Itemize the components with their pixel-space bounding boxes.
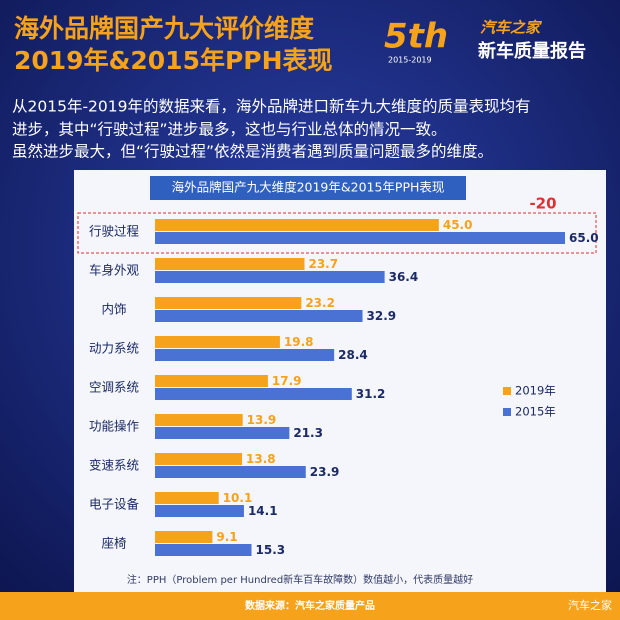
value-label: 28.4 — [338, 348, 368, 362]
value-label: 23.7 — [308, 257, 338, 271]
bar — [155, 466, 306, 478]
value-label: 15.3 — [256, 543, 286, 557]
value-label: 13.9 — [247, 413, 277, 427]
value-label: 23.9 — [310, 465, 340, 479]
title-line: 2019年&2015年PPH表现 — [14, 46, 333, 75]
bar — [155, 336, 280, 348]
bar — [155, 505, 244, 517]
category-label: 内饰 — [101, 302, 126, 317]
chart-title: 海外品牌国产九大维度2019年&2015年PPH表现 — [172, 180, 445, 195]
logo-years: 2015-2019 — [388, 56, 432, 65]
paragraph-line: 虽然进步最大，但“行驶过程”依然是消费者遇到质量问题最多的维度。 — [12, 143, 493, 161]
title-line: 海外品牌国产九大评价维度 — [14, 14, 314, 43]
legend-label: 2019年 — [515, 384, 556, 398]
value-label: 31.2 — [356, 387, 386, 401]
category-label: 功能操作 — [89, 419, 140, 434]
category-label: 电子设备 — [89, 497, 140, 512]
source: 数据来源：汽车之家质量产品 — [245, 599, 375, 612]
bar — [155, 271, 385, 283]
category-label: 行驶过程 — [89, 224, 140, 239]
category-label: 动力系统 — [89, 341, 139, 356]
value-label: 45.0 — [443, 218, 473, 232]
chart-title-box — [150, 176, 466, 200]
bar — [155, 349, 335, 361]
category-label: 车身外观 — [89, 263, 140, 278]
paragraph-line: 进步，其中“行驶过程”进步最多，这也与行业总体的情况一致。 — [12, 121, 447, 139]
value-label: 19.8 — [284, 335, 314, 349]
category-label: 变速系统 — [89, 458, 139, 473]
bar — [155, 232, 565, 244]
legend-swatch — [503, 387, 511, 395]
value-label: 10.1 — [223, 491, 253, 505]
report-name: 新车质量报告 — [478, 40, 586, 62]
annotation: -20 — [529, 195, 556, 213]
value-label: 17.9 — [272, 374, 302, 388]
paragraph-line: 从2015年-2019年的数据来看，海外品牌进口新车九大维度的质量表现均有 — [12, 98, 531, 116]
bar — [155, 258, 305, 270]
bar — [155, 297, 302, 309]
value-label: 32.9 — [367, 309, 397, 323]
watermark: 汽车之家 — [568, 598, 612, 612]
value-label: 65.0 — [569, 231, 599, 245]
bar — [155, 388, 352, 400]
footer-bar — [0, 592, 620, 620]
bar — [155, 310, 363, 322]
bar — [155, 531, 213, 543]
footnote: 注：PPH（Problem per Hundred新车百车故障数）数值越小，代表… — [127, 573, 473, 586]
bar — [155, 544, 252, 556]
highlight-box — [77, 212, 597, 254]
bar — [155, 453, 243, 465]
bar — [155, 492, 219, 504]
value-label: 14.1 — [248, 504, 278, 518]
category-label: 座椅 — [101, 536, 126, 551]
value-label: 13.8 — [246, 452, 276, 466]
category-label: 空调系统 — [89, 380, 139, 395]
bar — [155, 427, 290, 439]
value-label: 36.4 — [389, 270, 419, 284]
value-label: 23.2 — [305, 296, 335, 310]
bar — [155, 414, 243, 426]
bar — [155, 219, 439, 231]
brand: 汽车之家 — [480, 19, 543, 37]
value-label: 21.3 — [293, 426, 323, 440]
legend-label: 2015年 — [515, 405, 556, 419]
legend-swatch — [503, 408, 511, 416]
bar — [155, 375, 268, 387]
value-label: 9.1 — [216, 530, 237, 544]
logo-number: 5th — [384, 17, 448, 57]
